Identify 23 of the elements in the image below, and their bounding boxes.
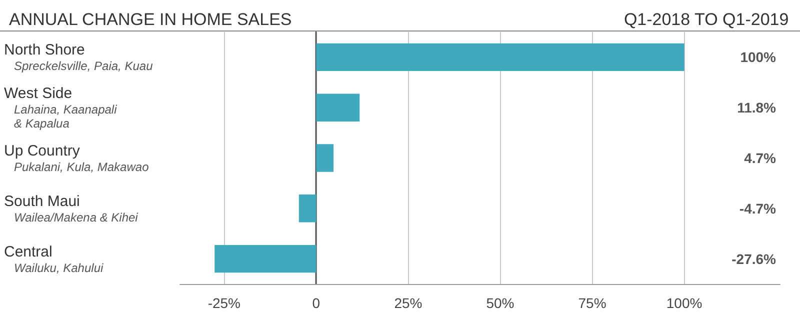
x-tick-label: 75% — [578, 295, 606, 311]
data-label: 100% — [740, 49, 777, 66]
y-tick-label: Central Wailuku, Kahului — [4, 243, 104, 275]
bar — [316, 43, 684, 72]
x-tick-label: 100% — [666, 295, 702, 311]
bar — [316, 94, 360, 122]
x-tick-label: 50% — [486, 295, 514, 311]
x-tick-label: 25% — [394, 295, 422, 311]
bar — [214, 244, 316, 273]
y-tick-label: Up Country Pukalani, Kula, Makawao — [4, 142, 150, 174]
data-label: -27.6% — [732, 250, 777, 267]
y-tick-label: South Maui Wailea/Makena & Kihei — [4, 192, 138, 224]
x-tick-label: 0 — [312, 295, 320, 311]
data-label: 4.7% — [744, 150, 777, 166]
data-label: -4.7% — [739, 200, 777, 216]
y-tick-label: North Shore Spreckelsville, Paia, Kuau — [4, 42, 154, 74]
data-label: 11.8% — [737, 100, 777, 116]
bar — [298, 194, 316, 222]
bar — [316, 144, 334, 172]
chart-subtitle: Q1-2018 TO Q1-2019 — [624, 10, 789, 29]
x-tick-label: -25% — [208, 295, 241, 311]
y-tick-label: West Side Lahaina, Kaanapali & Kapalua — [4, 85, 118, 131]
chart-title: ANNUAL CHANGE IN HOME SALES — [9, 10, 292, 29]
